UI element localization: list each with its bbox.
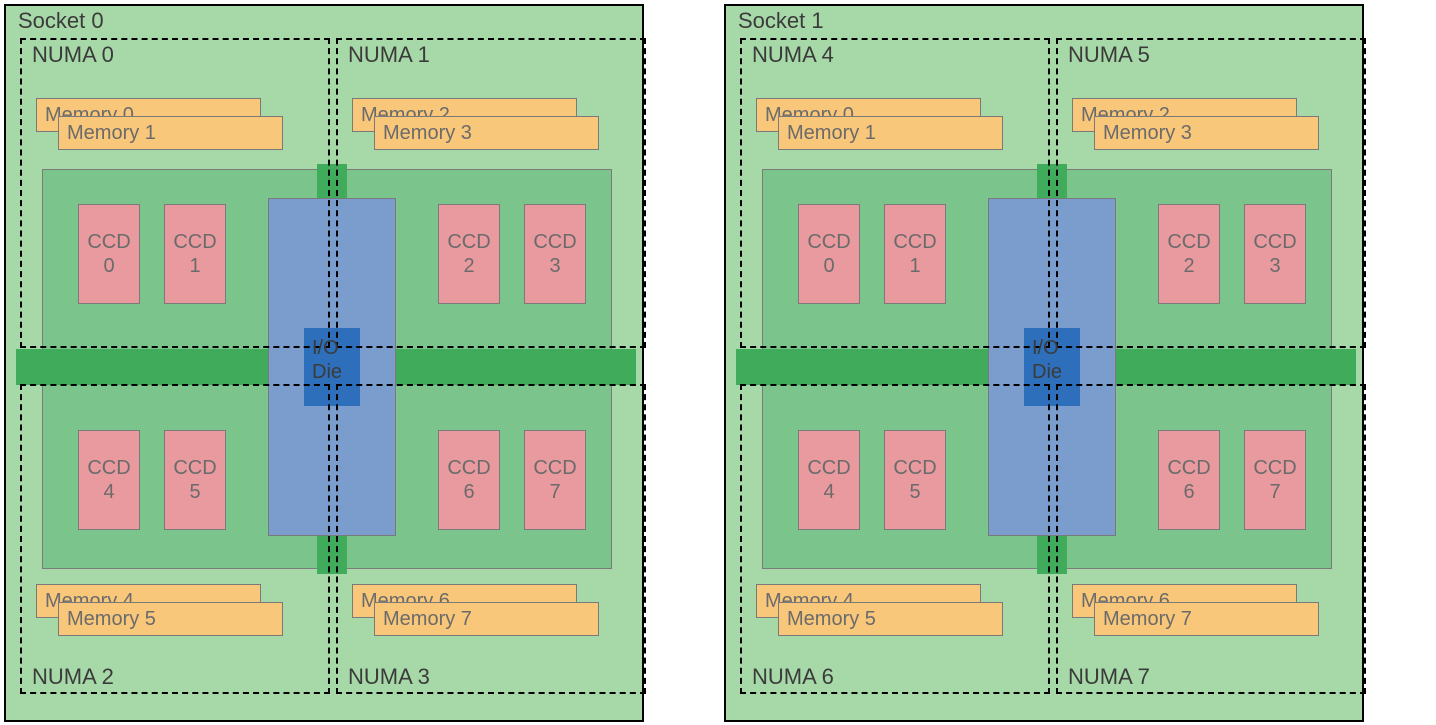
ccd-1: CCD1 [164, 204, 226, 304]
ccd-label-line: CCD [525, 230, 585, 254]
io-die-label-line: I/O [312, 336, 342, 360]
memory-front: Memory 7 [374, 602, 599, 636]
ccd-label-line: 7 [1245, 480, 1305, 504]
ccd-label-line: CCD [79, 230, 139, 254]
memory-front: Memory 7 [1094, 602, 1319, 636]
ccd-3: CCD3 [524, 204, 586, 304]
memory-front: Memory 3 [374, 116, 599, 150]
ccd-label-line: CCD [165, 456, 225, 480]
ccd-label-line: 3 [525, 254, 585, 278]
ccd-label-line: CCD [1159, 230, 1219, 254]
memory-pair-3: Memory 6Memory 7 [1072, 584, 1322, 644]
io-die-label: I/ODie [312, 336, 342, 384]
memory-front: Memory 1 [778, 116, 1003, 150]
io-die-label-line: I/O [1032, 336, 1062, 360]
numa-label: NUMA 1 [348, 42, 430, 68]
socket-label: Socket 0 [18, 8, 104, 34]
ccd-label-line: 2 [1159, 254, 1219, 278]
socket-label: Socket 1 [738, 8, 824, 34]
ccd-label-line: 1 [165, 254, 225, 278]
io-die-label-line: Die [1032, 360, 1062, 384]
diagram-root: Socket 0I/ODieCCD0CCD1CCD2CCD3CCD4CCD5CC… [4, 4, 1364, 721]
ccd-label-line: CCD [439, 456, 499, 480]
ccd-1: CCD1 [884, 204, 946, 304]
ccd-label-line: CCD [799, 456, 859, 480]
memory-pair-2: Memory 4Memory 5 [36, 584, 286, 644]
ccd-label-line: 0 [79, 254, 139, 278]
ccd-0: CCD0 [798, 204, 860, 304]
ccd-5: CCD5 [884, 430, 946, 530]
memory-front: Memory 1 [58, 116, 283, 150]
ccd-label-line: CCD [885, 230, 945, 254]
memory-pair-3: Memory 6Memory 7 [352, 584, 602, 644]
memory-front: Memory 5 [58, 602, 283, 636]
ccd-6: CCD6 [438, 430, 500, 530]
numa-label: NUMA 7 [1068, 664, 1150, 690]
socket-1: Socket 1I/ODieCCD0CCD1CCD2CCD3CCD4CCD5CC… [724, 4, 1364, 722]
ccd-label-line: 2 [439, 254, 499, 278]
memory-front: Memory 3 [1094, 116, 1319, 150]
ccd-6: CCD6 [1158, 430, 1220, 530]
socket-0: Socket 0I/ODieCCD0CCD1CCD2CCD3CCD4CCD5CC… [4, 4, 644, 722]
ccd-label-line: 5 [165, 480, 225, 504]
ccd-label-line: CCD [1245, 456, 1305, 480]
ccd-label-line: CCD [79, 456, 139, 480]
ccd-label-line: 5 [885, 480, 945, 504]
ccd-5: CCD5 [164, 430, 226, 530]
ccd-label-line: CCD [1245, 230, 1305, 254]
ccd-label-line: CCD [885, 456, 945, 480]
numa-label: NUMA 3 [348, 664, 430, 690]
ccd-7: CCD7 [1244, 430, 1306, 530]
ccd-label-line: CCD [799, 230, 859, 254]
memory-pair-0: Memory 0Memory 1 [36, 98, 286, 158]
memory-pair-2: Memory 4Memory 5 [756, 584, 1006, 644]
numa-label: NUMA 2 [32, 664, 114, 690]
numa-label: NUMA 6 [752, 664, 834, 690]
ccd-2: CCD2 [438, 204, 500, 304]
ccd-label-line: 4 [799, 480, 859, 504]
ccd-label-line: 6 [1159, 480, 1219, 504]
io-die-label: I/ODie [1032, 336, 1062, 384]
ccd-label-line: 3 [1245, 254, 1305, 278]
ccd-label-line: CCD [165, 230, 225, 254]
ccd-7: CCD7 [524, 430, 586, 530]
ccd-2: CCD2 [1158, 204, 1220, 304]
ccd-label-line: 6 [439, 480, 499, 504]
memory-front: Memory 5 [778, 602, 1003, 636]
numa-label: NUMA 5 [1068, 42, 1150, 68]
memory-pair-1: Memory 2Memory 3 [352, 98, 602, 158]
numa-label: NUMA 4 [752, 42, 834, 68]
ccd-label-line: CCD [525, 456, 585, 480]
ccd-4: CCD4 [78, 430, 140, 530]
memory-pair-0: Memory 0Memory 1 [756, 98, 1006, 158]
ccd-0: CCD0 [78, 204, 140, 304]
ccd-3: CCD3 [1244, 204, 1306, 304]
ccd-label-line: CCD [439, 230, 499, 254]
ccd-4: CCD4 [798, 430, 860, 530]
ccd-label-line: 4 [79, 480, 139, 504]
io-die-label-line: Die [312, 360, 342, 384]
ccd-label-line: 7 [525, 480, 585, 504]
numa-label: NUMA 0 [32, 42, 114, 68]
ccd-label-line: CCD [1159, 456, 1219, 480]
memory-pair-1: Memory 2Memory 3 [1072, 98, 1322, 158]
ccd-label-line: 0 [799, 254, 859, 278]
ccd-label-line: 1 [885, 254, 945, 278]
